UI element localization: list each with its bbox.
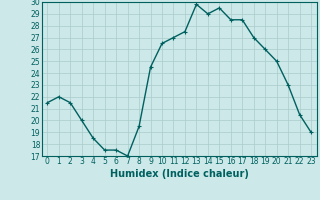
X-axis label: Humidex (Indice chaleur): Humidex (Indice chaleur) xyxy=(110,169,249,179)
